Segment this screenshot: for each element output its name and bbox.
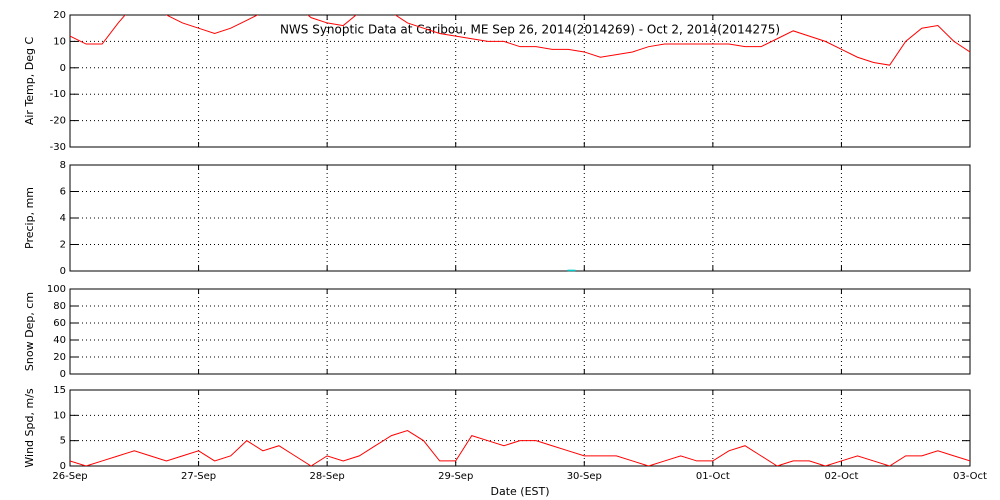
x-tick-label: 29-Sep bbox=[438, 471, 473, 482]
x-tick-label: 01-Oct bbox=[696, 471, 730, 482]
y-tick-label: 6 bbox=[60, 187, 66, 198]
x-tick-label: 26-Sep bbox=[52, 471, 87, 482]
y-tick-label: 100 bbox=[47, 284, 66, 295]
y-axis-label: Air Temp, Deg C bbox=[23, 37, 36, 126]
y-tick-label: 40 bbox=[53, 335, 66, 346]
x-tick-label: 30-Sep bbox=[567, 471, 602, 482]
y-tick-label: 0 bbox=[60, 63, 66, 74]
x-axis-label: Date (EST) bbox=[490, 485, 549, 498]
y-tick-label: 2 bbox=[60, 240, 66, 251]
y-tick-label: 4 bbox=[60, 213, 66, 224]
y-tick-label: 0 bbox=[60, 266, 66, 277]
y-tick-label: 5 bbox=[60, 436, 66, 447]
y-tick-label: 10 bbox=[53, 410, 66, 421]
y-tick-label: 20 bbox=[53, 352, 66, 363]
y-tick-label: 0 bbox=[60, 369, 66, 380]
chart-title: NWS Synoptic Data at Caribou, ME Sep 26,… bbox=[280, 23, 780, 37]
plot-frame bbox=[69, 288, 971, 375]
plot-frame bbox=[69, 389, 971, 467]
data-line bbox=[70, 15, 970, 66]
x-tick-label: 27-Sep bbox=[181, 471, 216, 482]
x-tick-label: 03-Oct bbox=[953, 471, 987, 482]
y-axis-label: Precip, mm bbox=[23, 187, 36, 249]
y-tick-label: 10 bbox=[53, 36, 66, 47]
y-tick-label: -30 bbox=[50, 142, 66, 153]
y-tick-label: -20 bbox=[50, 116, 66, 127]
y-tick-label: -10 bbox=[50, 89, 66, 100]
plot-frame bbox=[69, 14, 971, 148]
y-tick-label: 60 bbox=[53, 318, 66, 329]
x-tick-label: 02-Oct bbox=[824, 471, 858, 482]
bar bbox=[567, 269, 576, 272]
y-axis-label: Wind Spd, m/s bbox=[23, 388, 36, 468]
y-tick-label: 80 bbox=[53, 301, 66, 312]
y-tick-label: 0 bbox=[60, 461, 66, 472]
y-tick-label: 20 bbox=[53, 10, 66, 21]
y-tick-label: 15 bbox=[53, 385, 66, 396]
y-axis-label: Snow Dep, cm bbox=[23, 292, 36, 371]
plot-frame bbox=[69, 164, 971, 272]
data-line bbox=[70, 429, 970, 466]
y-tick-label: 8 bbox=[60, 160, 66, 171]
x-tick-label: 28-Sep bbox=[310, 471, 345, 482]
